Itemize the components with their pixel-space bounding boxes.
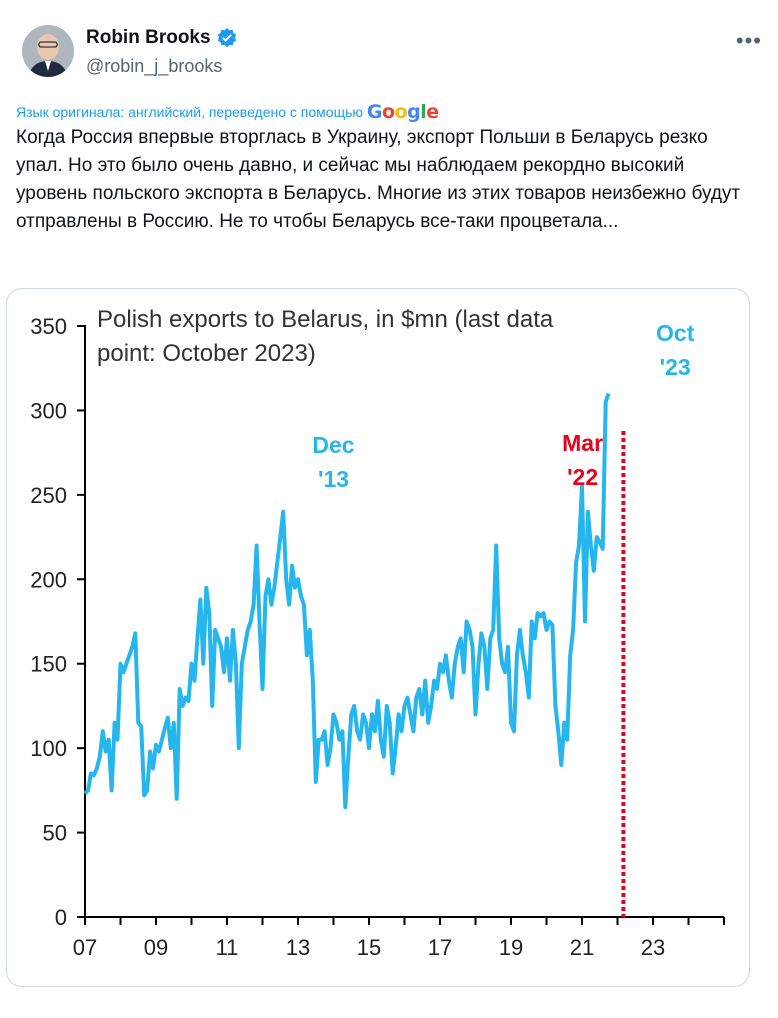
- y-tick-label: 250: [30, 483, 67, 508]
- annotation-label: Oct: [656, 320, 695, 346]
- tweet-media-chart[interactable]: 0 50 100 150 200 250 300 350 07 09 11 13 15 17 19 21 23…: [6, 288, 750, 987]
- y-tick-label: 200: [30, 567, 67, 592]
- verified-badge-icon: [216, 27, 238, 49]
- chart: 0 50 100 150 200 250 300 350 07 09 11 13 15 17 19 21 23…: [30, 306, 725, 960]
- y-tick-label: 350: [30, 314, 67, 339]
- tweet-text: Когда Россия впервые вторглась в Украину…: [16, 127, 741, 232]
- y-tick-label: 50: [43, 821, 67, 846]
- annotation-label: Dec: [312, 432, 354, 458]
- x-tick-label: 19: [499, 935, 523, 960]
- x-tick-label: 21: [570, 935, 594, 960]
- x-tick-label: 09: [144, 935, 168, 960]
- y-tick-label: 0: [55, 905, 67, 930]
- chart-title-line1: Polish exports to Belarus, in $mn (last …: [97, 306, 554, 333]
- avatar[interactable]: [22, 25, 74, 77]
- annotation-label: '23: [660, 354, 691, 380]
- annotation-label: '13: [318, 466, 349, 492]
- x-tick-label: 07: [73, 935, 97, 960]
- x-tick-label: 13: [286, 935, 310, 960]
- y-tick-label: 150: [30, 652, 67, 677]
- x-tick-label: 15: [357, 935, 381, 960]
- annotation-label: Mar: [562, 430, 603, 456]
- translation-notice[interactable]: Язык оригинала: английский, переведено с…: [16, 101, 439, 123]
- x-tick-label: 11: [216, 935, 239, 960]
- chart-title-line2: point: October 2023): [97, 340, 316, 367]
- annotation-label: '22: [567, 464, 598, 490]
- author-handle[interactable]: @robin_j_brooks: [86, 56, 223, 76]
- author-name[interactable]: Robin Brooks: [86, 27, 211, 48]
- translation-notice-text: Язык оригинала: английский, переведено с…: [16, 104, 363, 120]
- y-tick-label: 300: [30, 398, 67, 423]
- x-tick-label: 23: [641, 935, 665, 960]
- y-tick-label: 100: [30, 736, 67, 761]
- google-logo: Google: [366, 101, 439, 123]
- more-icon[interactable]: •••: [735, 28, 762, 53]
- series-line: [83, 392, 611, 810]
- x-tick-label: 17: [428, 935, 452, 960]
